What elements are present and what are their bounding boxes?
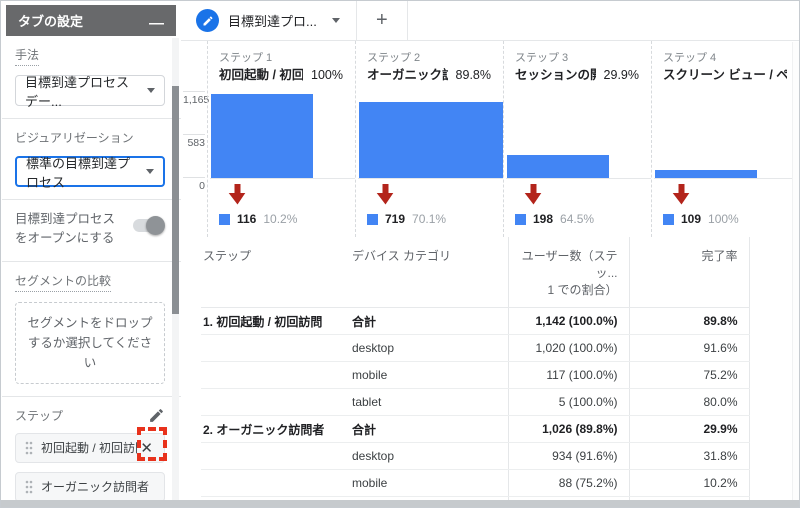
visualization-label: ビジュアリゼーション [15,131,134,145]
window-bottom-edge [1,500,799,507]
sidebar-scrollbar-track [172,38,179,500]
method-label: 手法 [15,46,40,66]
abandonment-arrow-icon [376,184,395,205]
tab-bar: 目標到達プロ... + [181,1,799,41]
abandonment-count: 198 [533,212,554,226]
funnel-tab-pencil-icon [196,9,219,32]
step-chip-2[interactable]: オーガニック訪問者 [15,471,165,500]
method-select[interactable]: 目標到達プロセスデー... [15,75,165,109]
table-row: desktop 934 (91.6%) 31.8% [201,442,750,470]
step-chip-label: オーガニック訪問者 [41,480,150,495]
legend-square-icon [367,213,378,225]
abandonment-rate: 100% [708,212,739,226]
step-rate: 100% [311,68,343,82]
funnel-step-column-4: ステップ 4 スクリーン ビュー / ペー 109 100% [651,41,799,237]
toggle-knob [146,216,165,235]
visualization-selected-value: 標準の目標到達プロセス [26,155,131,190]
step-chip-label: 初回起動 / 初回訪問 [41,441,148,456]
table-row: 1. 初回起動 / 初回訪問 合計 1,142 (100.0%) 89.8% [201,307,750,335]
y-axis-tick: 0 [183,177,205,192]
table-row: tablet 4 (80.0%) 25.0% [201,496,750,500]
step-name: スクリーン ビュー / ペー [663,68,787,82]
collapse-sidebar-icon[interactable]: — [149,14,164,32]
method-selected-value: 目標到達プロセスデー... [25,74,130,109]
table-row: mobile 88 (75.2%) 10.2% [201,469,750,497]
chevron-down-icon[interactable] [331,18,340,23]
table-header-row: ステップ デバイス カテゴリ ユーザー数（ステッ... 1 での割合） 完了率 [201,237,750,308]
funnel-chart: 1,165 583 0 ステップ 1 初回起動 / 初回訪問 100% 116 … [181,41,799,237]
col-header-device: デバイス カテゴリ [346,237,508,308]
step-rate: 29.9% [603,68,639,82]
col-header-users: ユーザー数（ステッ... 1 での割合） [507,237,630,308]
tab-title: 目標到達プロ... [228,14,317,29]
abandonment-count: 116 [237,212,257,226]
y-axis-tick: 1,165 [183,91,209,106]
legend-square-icon [515,213,526,225]
funnel-step-column-2: ステップ 2 オーガニック訪問者 89.8% 719 70.1% [355,41,503,237]
sidebar-header: タブの設定 — [6,5,176,36]
table-row: mobile 117 (100.0%) 75.2% [201,361,750,389]
step-number-label: ステップ 1 [219,52,273,64]
funnel-bar [211,93,313,178]
funnel-data-table: ステップ デバイス カテゴリ ユーザー数（ステッ... 1 での割合） 完了率 … [201,237,791,500]
funnel-bar [359,102,503,178]
step-chip-1[interactable]: 初回起動 / 初回訪問 ✕ [15,426,167,463]
drag-handle-icon [25,480,33,494]
active-report-tab[interactable]: 目標到達プロ... [194,1,356,40]
funnel-bar [655,169,757,178]
abandonment-rate: 10.2% [263,212,298,226]
edit-steps-pencil-icon[interactable] [148,407,165,424]
step-name: セッションの開始 [515,68,596,82]
remove-step-close-icon[interactable]: ✕ [138,439,155,458]
funnel-step-column-3: ステップ 3 セッションの開始 29.9% 198 64.5% [503,41,651,237]
open-funnel-section: 目標到達プロセスをオープンにする [2,200,181,262]
abandonment-rate: 64.5% [560,212,595,226]
tab-settings-sidebar: タブの設定 — 手法 目標到達プロセスデー... ビジュアリゼーション 標準の目… [1,1,181,500]
open-funnel-label: 目標到達プロセスをオープンにする [15,212,116,246]
method-section: 手法 目標到達プロセスデー... [2,36,181,119]
col-header-step: ステップ [201,237,346,308]
table-row: desktop 1,020 (100.0%) 91.6% [201,334,750,362]
legend-square-icon [663,213,674,225]
abandonment-count: 719 [385,212,406,226]
abandonment-arrow-icon [524,184,543,205]
y-axis-tick: 583 [183,134,205,149]
step-name: オーガニック訪問者 [367,68,448,82]
chevron-down-icon [146,169,154,174]
sidebar-title: タブの設定 [18,14,84,29]
sidebar-scrollbar-thumb[interactable] [172,86,179,314]
open-funnel-toggle[interactable] [133,216,165,235]
report-area: 目標到達プロ... + 1,165 583 0 ステップ 1 初回起動 / 初回… [181,1,799,500]
drag-handle-icon [25,441,33,455]
step-number-label: ステップ 4 [663,52,717,64]
funnel-bar [507,155,609,178]
steps-label: ステップ [15,408,64,423]
step-number-label: ステップ 2 [367,52,421,64]
step-number-label: ステップ 3 [515,52,569,64]
add-tab-button[interactable]: + [355,1,408,40]
table-row: tablet 5 (100.0%) 80.0% [201,388,750,416]
segment-comparison-label: セグメントの比較 [15,272,112,292]
abandonment-arrow-icon [228,184,247,205]
abandonment-arrow-icon [672,184,691,205]
main-scrollbar-track[interactable] [792,42,799,500]
abandonment-count: 109 [681,212,702,226]
step-rate: 89.8% [455,68,491,82]
step-name: 初回起動 / 初回訪問 [219,68,304,82]
chevron-down-icon [147,88,155,93]
visualization-section: ビジュアリゼーション 標準の目標到達プロセス [2,119,181,200]
visualization-select[interactable]: 標準の目標到達プロセス [15,156,165,190]
funnel-step-column-1: ステップ 1 初回起動 / 初回訪問 100% 116 10.2% [207,41,355,237]
legend-square-icon [219,213,230,225]
table-row: 2. オーガニック訪問者 合計 1,026 (89.8%) 29.9% [201,415,750,443]
col-header-rate: 完了率 [629,237,750,308]
segment-comparison-section: セグメントの比較 セグメントをドロップするか選択してください [2,262,181,397]
abandonment-rate: 70.1% [412,212,447,226]
segment-dropzone[interactable]: セグメントをドロップするか選択してください [15,301,165,384]
steps-section: ステップ 初回起動 / 初回訪問 ✕ [2,397,181,500]
